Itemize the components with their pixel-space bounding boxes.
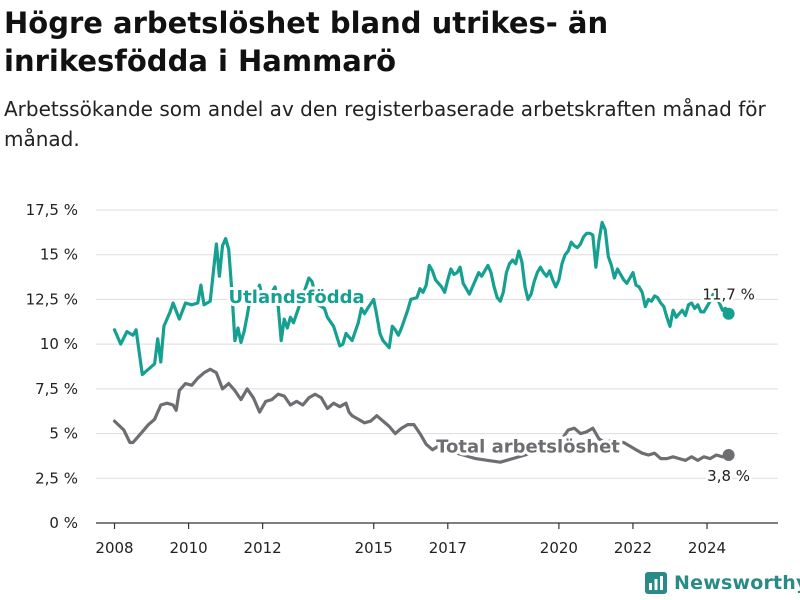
- series-lines: [112, 220, 735, 464]
- x-tick-label: 2017: [429, 539, 467, 557]
- series-line-total: [112, 367, 731, 464]
- y-tick-label: 10 %: [40, 335, 78, 353]
- x-tick-label: 2012: [244, 539, 282, 557]
- brand-name: Newsworthy: [674, 572, 800, 594]
- series-label-halo: Utlandsfödda: [229, 287, 365, 308]
- series-label-halo: Total arbetslöshet: [436, 436, 620, 457]
- gridlines: [96, 209, 778, 479]
- newsworthy-logo: Newsworthy: [644, 570, 800, 596]
- y-tick-label: 17,5 %: [26, 201, 78, 219]
- y-tick-label: 2,5 %: [35, 469, 78, 487]
- chart-title: Högre arbetslöshet bland utrikes- än inr…: [4, 6, 609, 78]
- y-tick-label: 12,5 %: [26, 290, 78, 308]
- end-value-halo: 11,7 %: [702, 286, 754, 304]
- y-tick-label: 7,5 %: [35, 380, 78, 398]
- series-endpoint: [722, 307, 735, 320]
- x-tick-label: 2010: [169, 539, 207, 557]
- series-label: Utlandsfödda: [229, 287, 365, 308]
- end-value-label: 3,8 %: [707, 467, 750, 485]
- x-tick-label: 2020: [540, 539, 578, 557]
- y-axis-tick-labels: 0 % 2,5 % 5 % 7,5 % 10 % 12,5 % 15 % 17,5 %: [26, 201, 78, 532]
- series-endpoint: [722, 449, 735, 462]
- end-value-halo: 3,8 %: [707, 467, 750, 485]
- newsworthy-logo-icon: [645, 572, 667, 594]
- x-tick-label: 2015: [355, 539, 393, 557]
- x-tick-label: 2024: [688, 539, 726, 557]
- series-line-utlandsfodda: [112, 220, 731, 377]
- y-tick-label: 5 %: [49, 425, 78, 443]
- y-tick-label: 0 %: [49, 514, 78, 532]
- chart-subtitle: Arbetssökande som andel av den registerb…: [4, 97, 766, 151]
- series-label: Total arbetslöshet: [436, 436, 620, 457]
- x-tick-label: 2022: [614, 539, 652, 557]
- y-tick-label: 15 %: [40, 246, 78, 264]
- x-tick-label: 2008: [95, 539, 133, 557]
- end-value-label: 11,7 %: [702, 286, 754, 304]
- x-axis: 2008 2010 2012 2015 2017 2020 2022 2024: [95, 522, 778, 557]
